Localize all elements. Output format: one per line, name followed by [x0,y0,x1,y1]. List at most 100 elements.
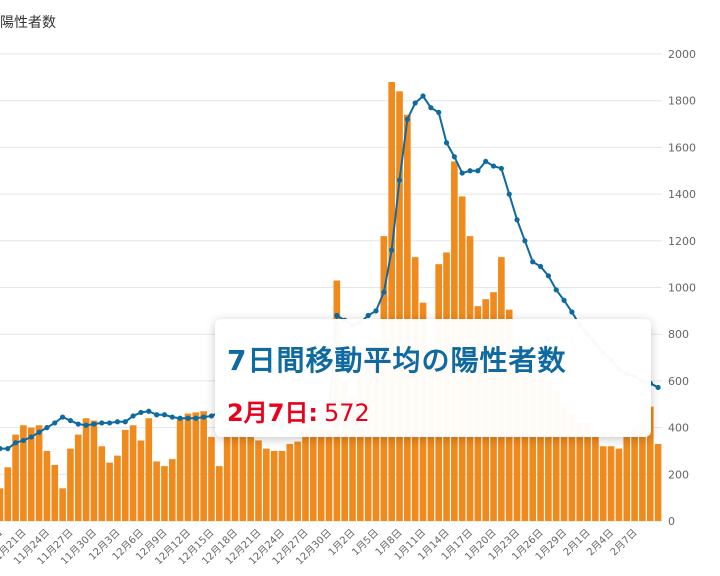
bar[interactable] [35,425,43,521]
bar[interactable] [404,114,411,522]
bar[interactable] [545,380,552,521]
bar[interactable] [568,413,576,521]
bar[interactable] [121,429,129,521]
moving-average-point[interactable] [201,414,207,420]
bar[interactable] [114,455,121,521]
moving-average-point[interactable] [537,263,544,270]
moving-average-point[interactable] [193,415,199,421]
moving-average-point[interactable] [154,412,160,418]
moving-average-point[interactable] [436,109,442,115]
bar[interactable] [20,425,27,521]
moving-average-point[interactable] [467,168,473,174]
moving-average-point[interactable] [75,421,81,427]
bar[interactable] [317,427,325,521]
moving-average-point[interactable] [67,417,74,424]
moving-average-point[interactable] [553,287,559,293]
bar[interactable] [161,466,168,521]
bar[interactable] [349,394,356,521]
moving-average-point[interactable] [451,154,457,160]
bar[interactable] [255,440,262,521]
moving-average-point[interactable] [373,308,379,314]
moving-average-point[interactable] [36,429,42,435]
bar[interactable] [639,420,646,521]
bar[interactable] [82,418,90,521]
moving-average-point[interactable] [396,177,403,183]
moving-average-point[interactable] [389,247,395,253]
moving-average-point[interactable] [475,168,481,174]
bar[interactable] [239,429,247,521]
bar[interactable] [325,427,333,521]
bar[interactable] [98,446,106,521]
moving-average-point[interactable] [381,289,387,295]
bar[interactable] [184,413,192,521]
bar[interactable] [341,380,348,521]
bar[interactable] [247,436,254,521]
moving-average-point[interactable] [561,297,567,303]
bar[interactable] [560,404,568,521]
moving-average-point[interactable] [138,409,144,416]
bar[interactable] [129,425,137,521]
bar[interactable] [200,411,207,521]
bar[interactable] [90,420,98,521]
moving-average-point[interactable] [420,93,426,99]
moving-average-point[interactable] [428,105,434,111]
moving-average-point[interactable] [99,420,105,426]
moving-average-point[interactable] [107,420,113,426]
moving-average-point[interactable] [44,425,50,431]
moving-average-point[interactable] [506,191,512,197]
moving-average-point[interactable] [122,419,128,425]
bar[interactable] [599,446,607,521]
moving-average-point[interactable] [60,414,66,420]
bar[interactable] [646,406,654,521]
bar[interactable] [51,464,59,521]
moving-average-point[interactable] [569,309,575,315]
bar[interactable] [654,443,662,521]
bar[interactable] [294,441,301,521]
moving-average-point[interactable] [28,434,34,440]
bar[interactable] [192,412,200,521]
moving-average-point[interactable] [334,312,340,319]
bar[interactable] [302,429,309,521]
moving-average-point[interactable] [177,415,183,421]
moving-average-point[interactable] [483,158,489,165]
moving-average-point[interactable] [530,259,536,265]
bar[interactable] [357,378,364,521]
moving-average-point[interactable] [522,238,528,244]
bar[interactable] [208,436,215,521]
bar[interactable] [584,422,591,521]
moving-average-point[interactable] [443,140,450,146]
bar[interactable] [137,440,145,521]
moving-average-point[interactable] [365,312,371,319]
moving-average-point[interactable] [161,412,168,418]
bar[interactable] [529,371,537,521]
moving-average-point[interactable] [412,100,418,106]
moving-average-point[interactable] [169,414,175,420]
bar[interactable] [43,450,51,521]
bar[interactable] [576,422,584,521]
moving-average-point[interactable] [655,384,661,391]
moving-average-point[interactable] [514,217,520,223]
moving-average-point[interactable] [490,163,497,169]
moving-average-point[interactable] [130,413,136,419]
moving-average-point[interactable] [0,446,3,452]
bar[interactable] [592,434,599,521]
bar[interactable] [168,459,176,521]
bar[interactable] [537,376,544,521]
moving-average-point[interactable] [91,421,97,427]
moving-average-point[interactable] [498,165,504,172]
bar[interactable] [521,369,529,521]
moving-average-point[interactable] [12,440,19,446]
bar[interactable] [4,467,12,521]
bar[interactable] [145,418,153,521]
bar[interactable] [153,461,160,521]
moving-average-point[interactable] [52,420,58,426]
moving-average-point[interactable] [459,170,465,176]
bar[interactable] [278,450,286,521]
bar[interactable] [59,488,66,521]
bar[interactable] [176,418,184,521]
moving-average-point[interactable] [83,422,89,428]
moving-average-point[interactable] [20,437,27,444]
bar[interactable] [396,91,403,522]
bar[interactable] [270,450,278,521]
bar[interactable] [615,448,623,521]
